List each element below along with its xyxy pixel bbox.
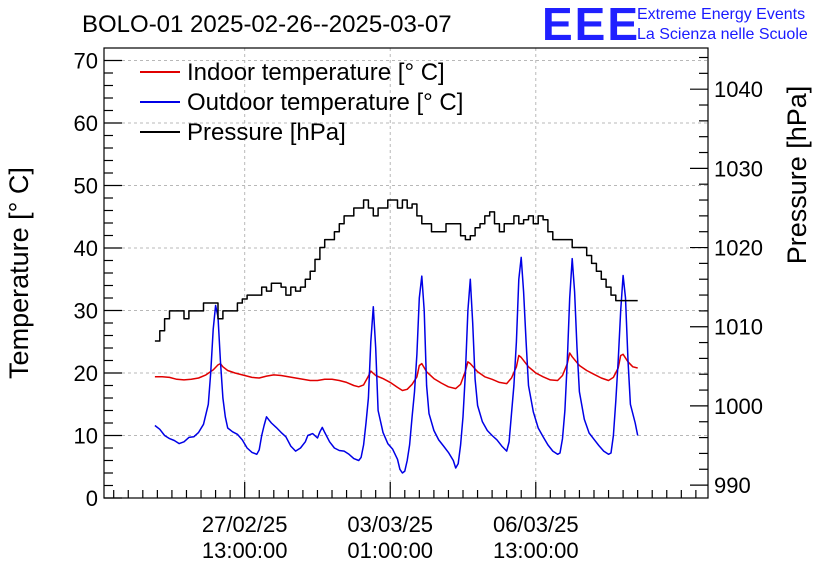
- series-line-outdoor-temperature-c: [154, 256, 639, 474]
- eee-logo: EEE Extreme Energy Events La Scienza nel…: [542, 0, 808, 50]
- grid-layer: [104, 48, 708, 498]
- legend-label-1: Outdoor temperature [° C]: [187, 89, 463, 116]
- y-right-tick-label-0: 990: [714, 473, 751, 498]
- y-left-tick-label-7: 70: [74, 49, 98, 74]
- y-left-axis-title: Temperature [° C]: [4, 167, 34, 379]
- x-tick-date-1: 03/03/25: [347, 512, 433, 537]
- legend-label-0: Indoor temperature [° C]: [187, 59, 445, 86]
- logo-mark: EEE: [542, 0, 640, 50]
- series-line-indoor-temperature-c: [154, 352, 638, 392]
- ticks-layer: 0102030405060709901000101010201030104027…: [74, 49, 763, 564]
- legend: Indoor temperature [° C] Outdoor temperat…: [140, 59, 463, 146]
- y-left-tick-label-5: 50: [74, 174, 98, 199]
- series-layer: [154, 199, 639, 474]
- y-right-tick-label-2: 1010: [714, 315, 763, 340]
- y-left-tick-label-6: 60: [74, 111, 98, 136]
- x-tick-time-0: 13:00:00: [202, 538, 288, 563]
- y-left-tick-label-3: 30: [74, 299, 98, 324]
- series-line-pressure-hpa: [154, 199, 638, 342]
- y-left-tick-label-0: 0: [86, 486, 98, 511]
- y-right-tick-label-4: 1030: [714, 156, 763, 181]
- y-left-tick-label-4: 40: [74, 236, 98, 261]
- y-left-tick-label-1: 10: [74, 424, 98, 449]
- chart-title: BOLO-01 2025-02-26--2025-03-07: [82, 11, 452, 38]
- y-right-tick-label-3: 1020: [714, 236, 763, 261]
- x-tick-time-1: 01:00:00: [347, 538, 433, 563]
- y-right-tick-label-5: 1040: [714, 77, 763, 102]
- x-tick-time-2: 13:00:00: [493, 538, 579, 563]
- y-right-axis-title: Pressure [hPa]: [782, 86, 812, 265]
- y-left-tick-label-2: 20: [74, 361, 98, 386]
- legend-label-2: Pressure [hPa]: [187, 119, 346, 146]
- y-right-tick-label-1: 1000: [714, 394, 763, 419]
- logo-line-2: La Scienza nelle Scuole: [637, 26, 808, 43]
- logo-line-1: Extreme Energy Events: [637, 6, 805, 23]
- x-tick-date-2: 06/03/25: [493, 512, 579, 537]
- x-tick-date-0: 27/02/25: [202, 512, 288, 537]
